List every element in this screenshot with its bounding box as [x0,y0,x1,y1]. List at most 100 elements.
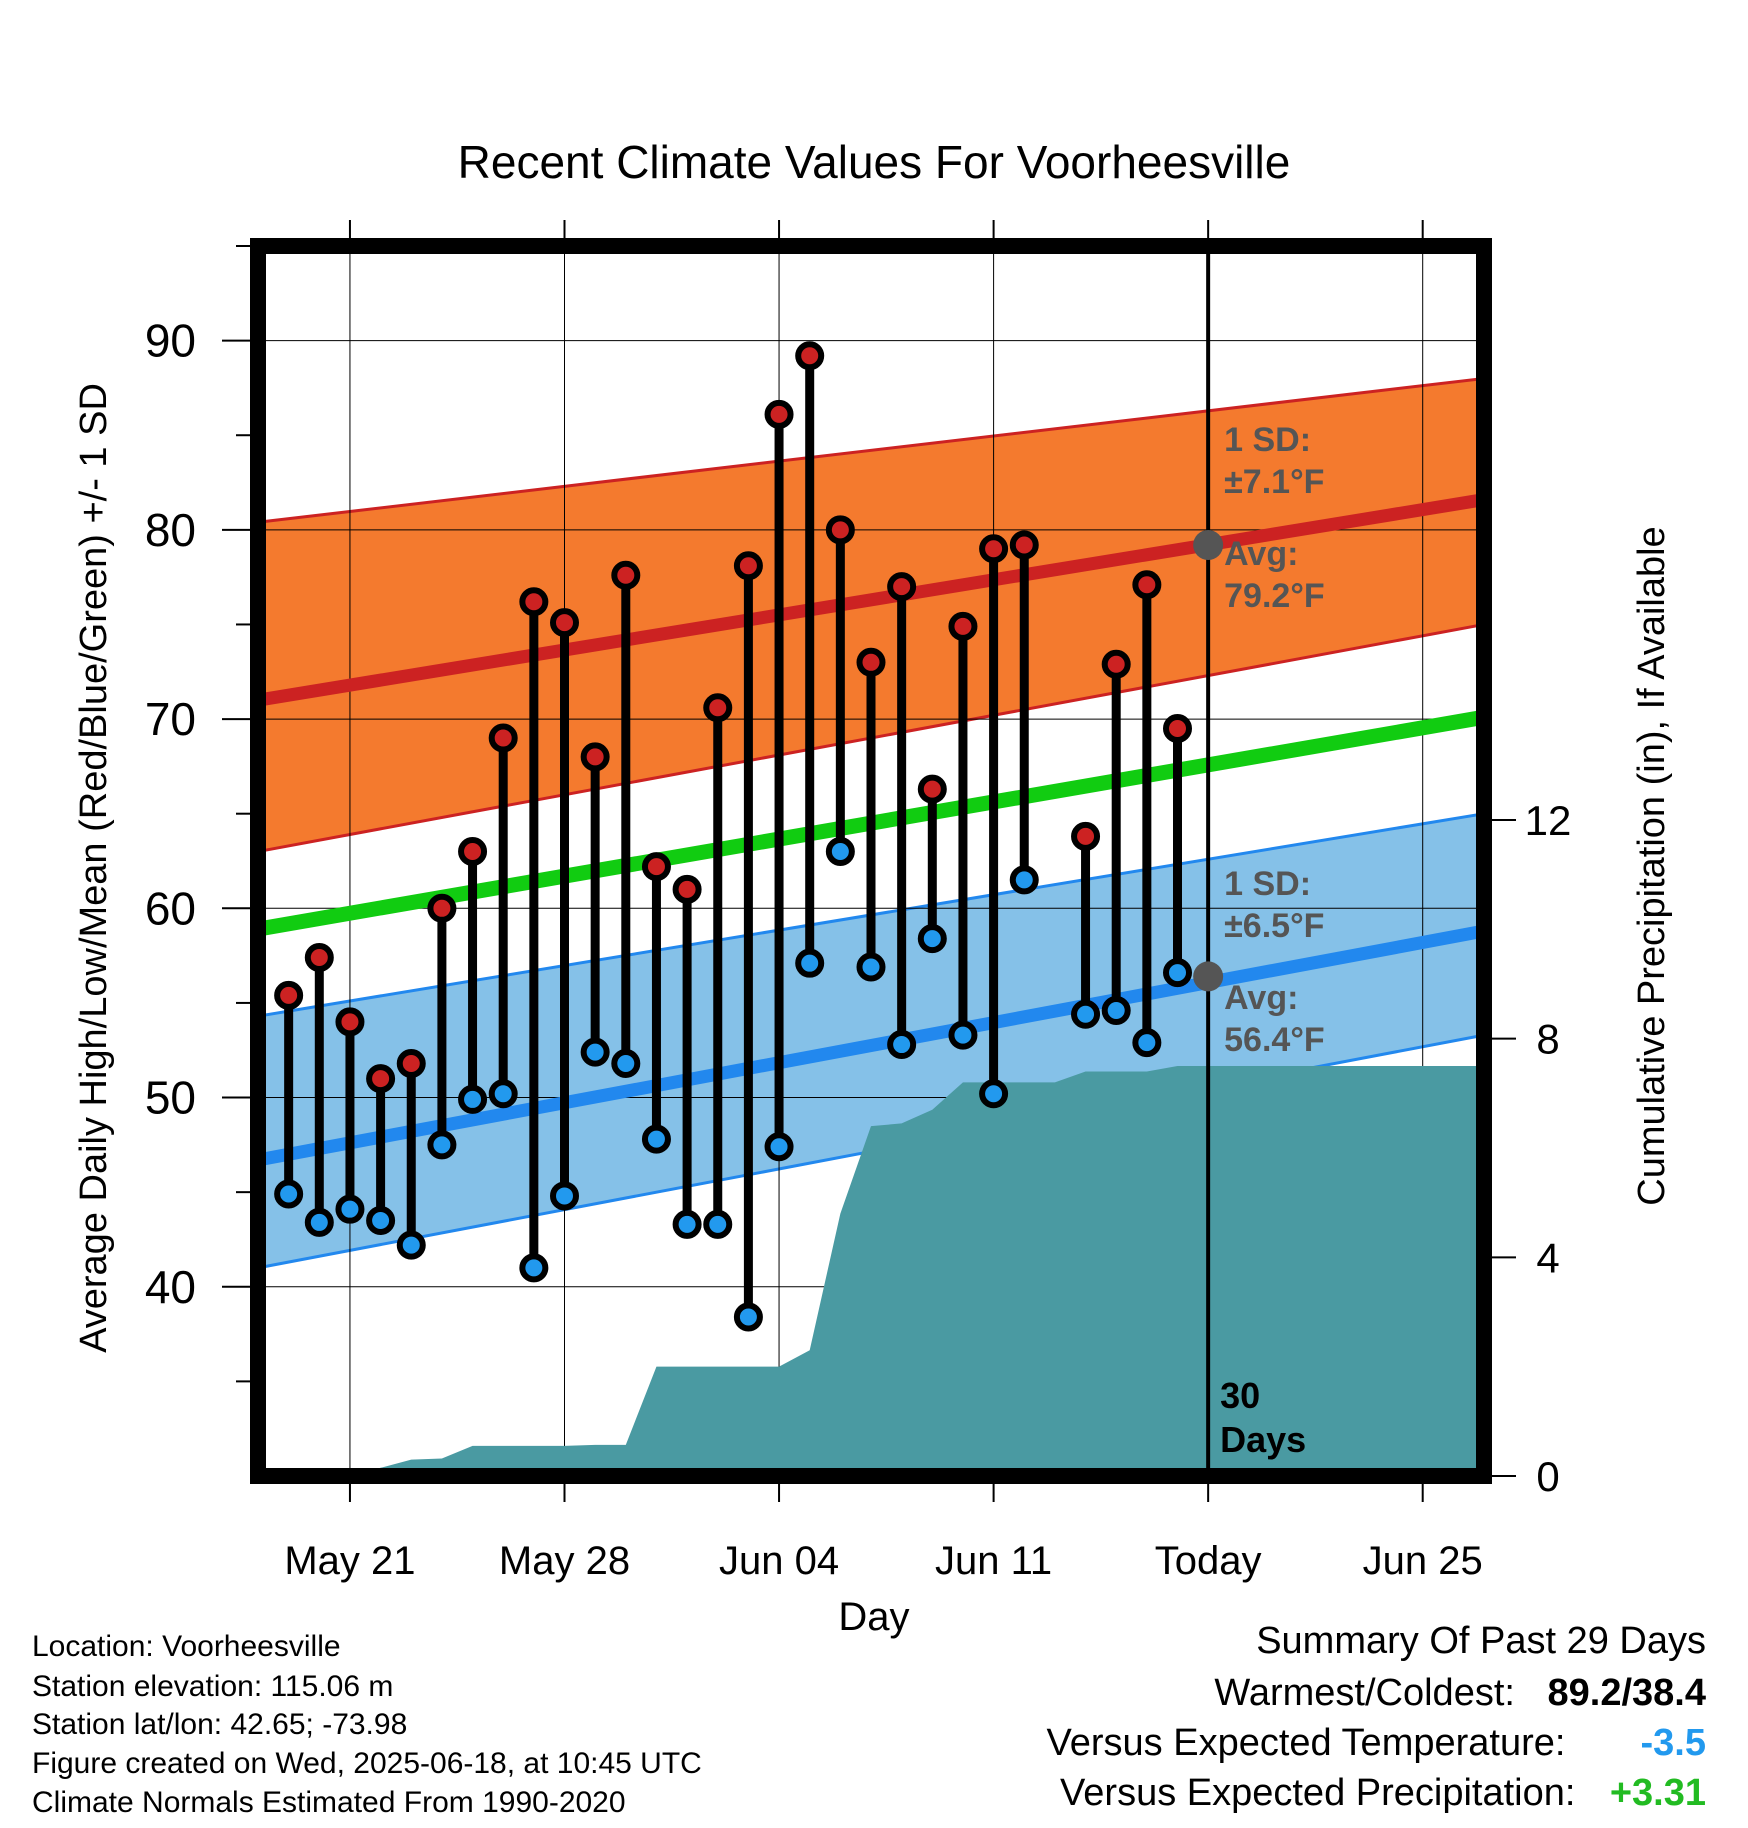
low-point [335,1194,365,1224]
high-point [856,647,886,677]
high-point [641,852,671,882]
high-point [979,534,1009,564]
high-point [672,874,702,904]
y2-tick-label: 8 [1536,1016,1559,1063]
low-point [580,1037,610,1067]
low-point [519,1253,549,1283]
low-avg-line [256,924,1486,1167]
today-high-avg-marker [1193,529,1224,560]
high-point [887,572,917,602]
summary-title: Summary Of Past 29 Days [1256,1620,1706,1662]
x-tick-label: Today [1155,1539,1262,1583]
low-point [641,1124,671,1154]
x-tick-label: May 21 [284,1539,415,1583]
high-point [764,399,794,429]
today-label-1: Days [1220,1419,1306,1460]
high-point [427,893,457,923]
annotation-low-avg-0: Avg: [1224,979,1298,1017]
low-point [1071,999,1101,1029]
high-point [1009,530,1039,560]
high-point [611,560,641,590]
high-point [825,515,855,545]
normals-text: Climate Normals Estimated From 1990-2020 [32,1786,626,1819]
precip-anomaly-value: +3.31 [1609,1772,1706,1814]
annotation-high-sd-1: ±7.1°F [1224,463,1324,501]
y2-tick-label: 4 [1536,1234,1559,1281]
low-point [274,1179,304,1209]
x-tick-label: May 28 [499,1539,630,1583]
low-point [887,1030,917,1060]
annotation-low-sd-0: 1 SD: [1224,865,1311,903]
warmest-coldest-value: 89.2/38.4 [1547,1672,1706,1714]
high-point [1163,714,1192,744]
annotation-low-avg-1: 56.4°F [1224,1021,1325,1059]
today-low-avg-marker [1193,961,1224,992]
x-tick-label: Jun 11 [935,1539,1052,1583]
annotation-low-sd-1: ±6.5°F [1224,907,1324,945]
precip-anomaly-label: Versus Expected Precipitation: [1060,1772,1576,1814]
elevation-text: Station elevation: 115.06 m [32,1670,394,1703]
annotation-high-avg-1: 79.2°F [1224,577,1325,615]
high-point [795,341,825,371]
temp-anomaly-label: Versus Expected Temperature: [1046,1722,1566,1764]
low-point [979,1079,1009,1109]
high-point [396,1048,426,1078]
low-point [733,1302,763,1332]
high-point [366,1064,396,1094]
high-point [1101,649,1131,679]
created-text: Figure created on Wed, 2025-06-18, at 10… [32,1747,702,1780]
high-point [488,723,518,753]
y-tick-label: 70 [145,693,196,745]
low-point [611,1048,641,1078]
high-point [1132,570,1162,600]
low-point [703,1209,733,1239]
y2-axis-label: Cumulative Precipitation (in), If Availa… [1631,526,1673,1205]
high-point [580,742,610,772]
y-tick-label: 40 [145,1261,196,1313]
low-point [488,1079,518,1109]
low-point [458,1084,488,1114]
low-point [1101,995,1131,1025]
summary-precipitation: Versus Expected Precipitation: +3.31 [1060,1772,1706,1815]
low-point [795,948,825,978]
y2-tick-label: 0 [1536,1453,1559,1500]
high-point [304,943,334,973]
y-tick-label: 50 [145,1072,196,1124]
low-point [764,1132,794,1162]
latlon-text: Station lat/lon: 42.65; -73.98 [32,1708,408,1741]
high-point [550,608,579,638]
low-point [550,1181,579,1211]
x-axis-label: Day [838,1595,909,1639]
high-point [733,551,763,581]
summary-warmest-coldest: Warmest/Coldest: 89.2/38.4 [1214,1672,1706,1715]
summary-temperature: Versus Expected Temperature: -3.5 [1047,1722,1706,1765]
high-point [519,587,549,617]
y-tick-label: 60 [145,882,196,934]
y-axis-label: Average Daily High/Low/Mean (Red/Blue/Gr… [73,383,115,1353]
x-tick-label: Jun 04 [719,1539,839,1583]
plot-frame [250,238,1492,1484]
low-point [856,952,886,982]
low-point [396,1230,426,1260]
x-tick-label: Jun 25 [1363,1539,1483,1583]
high-point [335,1007,365,1037]
warmest-coldest-label: Warmest/Coldest: [1214,1672,1515,1714]
low-point [1163,958,1192,988]
annotation-high-avg-0: Avg: [1224,535,1298,573]
precip-area [349,1066,1484,1476]
low-point [672,1209,702,1239]
temp-anomaly-value: -3.5 [1640,1722,1706,1764]
low-point [427,1130,457,1160]
low-point [1009,865,1039,895]
y-tick-label: 90 [145,315,196,367]
high-band-upper-edge [257,376,1485,524]
location-text: Location: Voorheesville [32,1630,341,1663]
high-avg-line [256,493,1486,707]
chart-title: Recent Climate Values For Voorheesville [458,136,1291,188]
low-point [304,1207,334,1237]
y-tick-label: 80 [145,504,196,556]
high-point [1071,821,1101,851]
low-point [366,1206,396,1236]
high-point [274,980,304,1010]
